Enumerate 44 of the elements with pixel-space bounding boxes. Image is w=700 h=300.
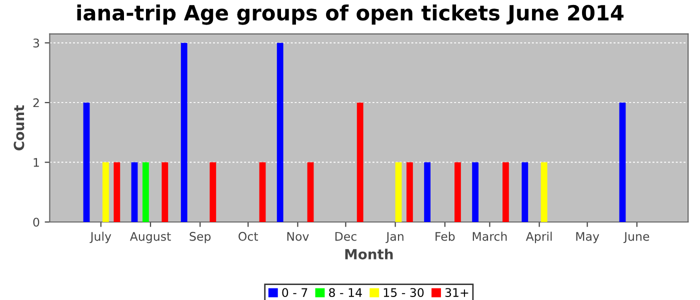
legend-label: 8 - 14 [329,288,362,298]
bar [307,162,314,222]
chart-title: iana-trip Age groups of open tickets June 2014 [77,4,624,25]
bar [395,162,402,222]
bar [406,162,413,222]
bar [276,42,284,222]
bar [619,102,626,222]
bar [259,162,266,222]
legend-label: 0 - 7 [282,288,308,298]
bar [102,162,109,222]
bar [131,162,138,222]
x-tick-label: August [130,232,171,244]
bar [472,162,478,222]
bar [424,162,430,222]
y-axis-title: Count [14,105,24,150]
x-tick-label: Oct [238,232,258,241]
bar [522,162,528,222]
legend-label: 15 - 30 [384,288,424,298]
bar [83,102,90,222]
bar [114,162,120,222]
x-tick-label: March [472,232,507,241]
bar [502,162,509,222]
x-tick-label: Nov [287,232,309,241]
x-tick-label: April [526,232,552,244]
bar [142,162,149,222]
y-tick-label: 0 [33,218,40,227]
x-tick-label: Dec [335,232,356,241]
y-tick-label: 2 [33,98,39,108]
bar [356,102,364,222]
bar [210,162,216,222]
x-tick-label: July [90,232,112,244]
x-tick-label: Sep [190,232,211,244]
y-tick-label: 1 [34,158,39,167]
legend-label: 31+ [445,288,468,298]
bar [180,42,188,222]
x-tick-label: Feb [436,232,455,241]
bar [162,162,168,222]
y-tick-label: 3 [33,38,40,48]
bar [454,162,461,222]
x-tick-label: May [576,232,600,244]
x-tick-label: June [623,232,650,244]
x-tick-label: Jan [386,232,404,244]
x-axis-title: Month [345,248,393,260]
bar [540,162,548,222]
